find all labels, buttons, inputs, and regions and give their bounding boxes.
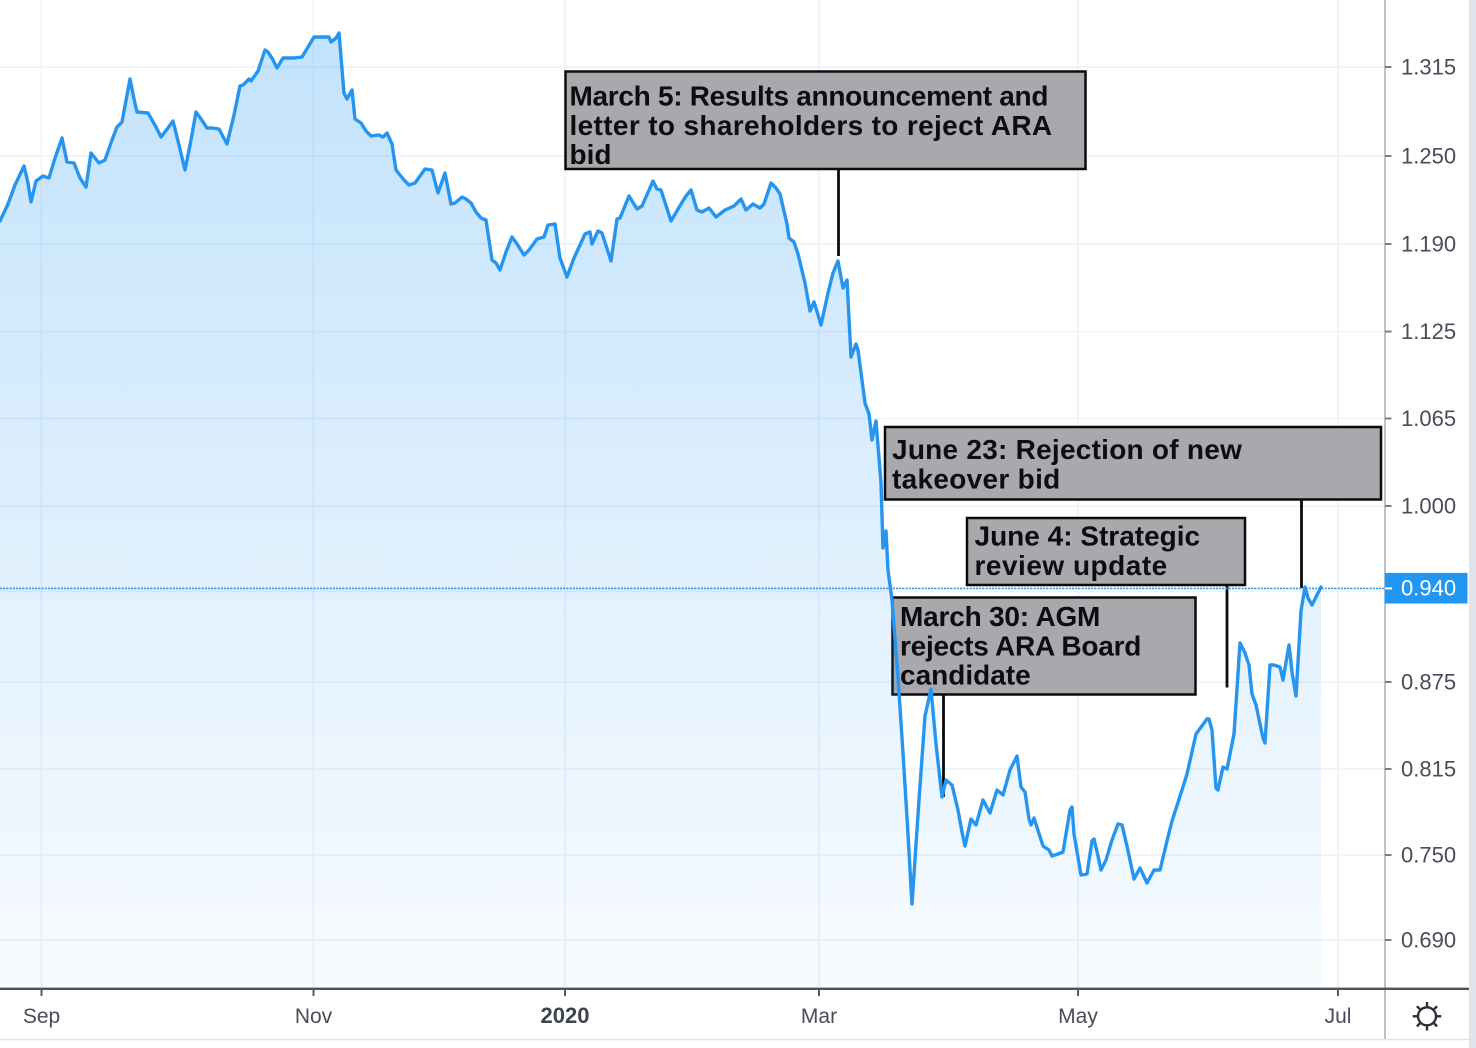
svg-text:1.000: 1.000 xyxy=(1401,494,1456,519)
svg-text:2020: 2020 xyxy=(541,1003,590,1028)
svg-text:0.750: 0.750 xyxy=(1401,843,1456,868)
svg-text:1.125: 1.125 xyxy=(1401,319,1456,344)
svg-text:1.190: 1.190 xyxy=(1401,232,1456,257)
svg-text:review update: review update xyxy=(975,550,1168,581)
svg-text:0.815: 0.815 xyxy=(1401,757,1456,782)
svg-text:Mar: Mar xyxy=(801,1005,837,1028)
svg-text:rejects ARA Board: rejects ARA Board xyxy=(900,630,1141,661)
svg-text:June 4: Strategic: June 4: Strategic xyxy=(975,521,1201,552)
svg-text:takeover bid: takeover bid xyxy=(892,463,1061,494)
svg-text:letter to shareholders to reje: letter to shareholders to reject ARA xyxy=(570,110,1053,141)
svg-text:0.690: 0.690 xyxy=(1401,928,1456,953)
svg-text:0.940: 0.940 xyxy=(1401,576,1456,601)
svg-text:Sep: Sep xyxy=(23,1005,60,1028)
svg-text:March 30: AGM: March 30: AGM xyxy=(900,601,1100,632)
svg-text:Jul: Jul xyxy=(1325,1005,1352,1028)
svg-text:1.315: 1.315 xyxy=(1401,55,1456,80)
svg-text:March 5: Results announcement: March 5: Results announcement and xyxy=(570,81,1049,112)
svg-text:candidate: candidate xyxy=(900,660,1031,691)
svg-text:1.065: 1.065 xyxy=(1401,406,1456,431)
svg-text:bid: bid xyxy=(570,139,612,170)
svg-text:0.875: 0.875 xyxy=(1401,670,1456,695)
svg-text:1.250: 1.250 xyxy=(1401,144,1456,169)
svg-text:June 23: Rejection of new: June 23: Rejection of new xyxy=(892,434,1242,465)
svg-text:May: May xyxy=(1058,1005,1098,1028)
svg-text:Nov: Nov xyxy=(295,1005,333,1028)
